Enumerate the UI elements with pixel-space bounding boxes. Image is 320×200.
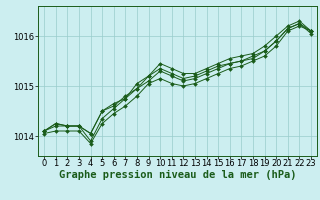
- X-axis label: Graphe pression niveau de la mer (hPa): Graphe pression niveau de la mer (hPa): [59, 170, 296, 180]
